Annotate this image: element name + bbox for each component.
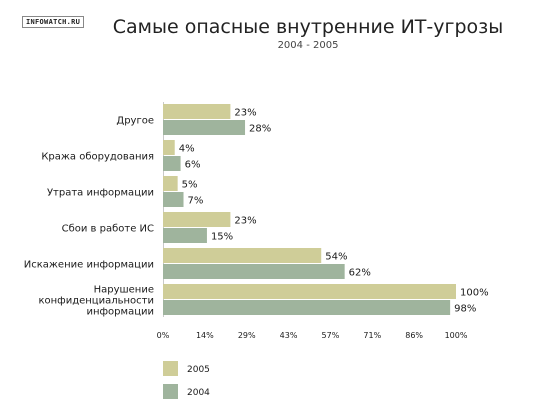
x-tick-label-1: 14% (196, 331, 214, 340)
site-watermark: INFOWATCH.RU (22, 16, 85, 28)
category-label-line: Нарушение (94, 285, 154, 296)
bar-2005-1 (163, 140, 175, 155)
category-label-line: Утрата информации (47, 188, 154, 199)
value-label-2004-3: 15% (211, 232, 233, 243)
category-label-line: информации (86, 307, 154, 318)
category-label-1: Кража оборудования (41, 152, 154, 163)
legend-label-2005: 2005 (187, 365, 210, 375)
bar-2004-1 (163, 156, 181, 171)
bar-2005-5 (163, 284, 456, 299)
bar-2005-0 (163, 104, 231, 119)
bar-2004-2 (163, 192, 184, 207)
bar-2005-2 (163, 176, 178, 191)
chart-title: Самые опасные внутренние ИТ-угрозы (112, 16, 504, 38)
category-label-2: Утрата информации (47, 188, 154, 199)
value-label-2005-0: 23% (234, 108, 256, 119)
value-label-2004-5: 98% (454, 304, 476, 315)
bar-2004-5 (163, 300, 451, 315)
x-tick-label-7: 100% (445, 331, 468, 340)
legend: 2005 2004 (163, 361, 210, 399)
value-label-2005-3: 23% (234, 216, 256, 227)
category-label-line: Искажение информации (24, 260, 154, 271)
bar-2005-3 (163, 212, 231, 227)
value-label-2005-2: 5% (182, 180, 198, 191)
category-label-3: Сбои в работе ИС (62, 224, 154, 235)
bars-group: 23% 28% Другое 4% 6% Кража оборудования 5% 7% Ут… (24, 104, 489, 318)
legend-swatch-2004 (163, 384, 178, 399)
category-label-line: Сбои в работе ИС (62, 224, 154, 235)
x-tick-label-4: 57% (322, 331, 340, 340)
x-tick-label-3: 43% (280, 331, 298, 340)
category-label-4: Искажение информации (24, 260, 154, 271)
bar-2005-4 (163, 248, 322, 263)
bar-2004-0 (163, 120, 246, 135)
value-label-2005-5: 100% (460, 288, 489, 299)
legend-label-2004: 2004 (187, 388, 210, 398)
bar-2004-3 (163, 228, 207, 243)
category-label-line: Другое (116, 116, 154, 127)
x-tick-label-0: 0% (157, 331, 170, 340)
value-label-2005-1: 4% (179, 144, 195, 155)
value-label-2004-4: 62% (349, 268, 371, 279)
bar-2004-4 (163, 264, 345, 279)
x-tick-label-5: 71% (363, 331, 381, 340)
value-label-2004-0: 28% (249, 124, 271, 135)
category-label-line: Кража оборудования (41, 152, 154, 163)
value-label-2004-1: 6% (185, 160, 201, 171)
value-label-2004-2: 7% (188, 196, 204, 207)
category-label-0: Другое (116, 116, 154, 127)
category-label-line: конфиденциальности (38, 296, 154, 307)
x-tick-label-6: 86% (405, 331, 423, 340)
legend-swatch-2005 (163, 361, 178, 376)
category-label-5: Нарушение конфиденциальности информации (38, 285, 154, 318)
chart-subtitle: 2004 - 2005 (277, 40, 339, 51)
x-tick-label-2: 29% (238, 331, 256, 340)
value-label-2005-4: 54% (325, 252, 347, 263)
ticks-group: 0% 14% 29% 43% 57% 71% 86% 100% (157, 331, 468, 340)
